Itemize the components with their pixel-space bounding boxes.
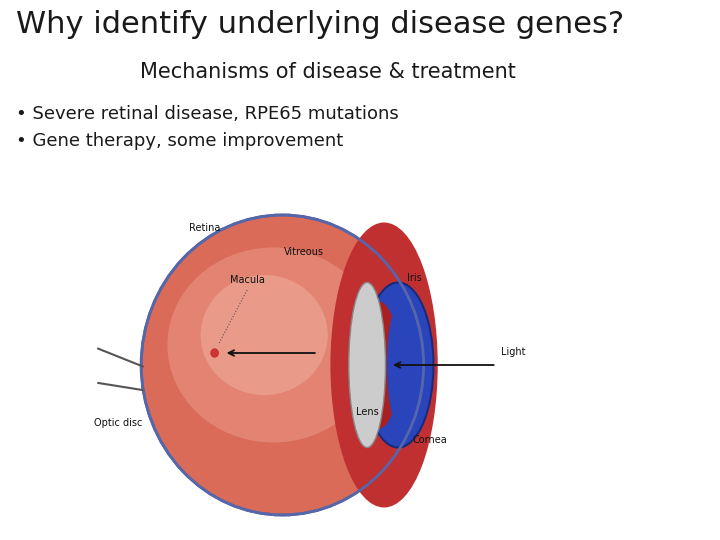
Ellipse shape <box>357 301 400 429</box>
Circle shape <box>211 349 218 357</box>
Ellipse shape <box>141 215 423 515</box>
Text: • Gene therapy, some improvement: • Gene therapy, some improvement <box>17 132 343 150</box>
Text: Vitreous: Vitreous <box>284 247 323 257</box>
Text: Lens: Lens <box>356 407 379 417</box>
Text: Why identify underlying disease genes?: Why identify underlying disease genes? <box>17 10 624 39</box>
Ellipse shape <box>363 282 433 448</box>
Ellipse shape <box>167 247 379 442</box>
Text: • Severe retinal disease, RPE65 mutations: • Severe retinal disease, RPE65 mutation… <box>17 105 399 123</box>
Text: Optic disc: Optic disc <box>94 417 143 428</box>
Ellipse shape <box>201 275 328 395</box>
Text: Iris: Iris <box>407 273 421 283</box>
Text: Mechanisms of disease & treatment: Mechanisms of disease & treatment <box>140 62 516 82</box>
Text: Retina: Retina <box>189 223 220 233</box>
Text: Cornea: Cornea <box>413 435 447 445</box>
Ellipse shape <box>387 298 418 433</box>
Ellipse shape <box>348 282 385 448</box>
Text: Light: Light <box>501 347 526 357</box>
Text: Macula: Macula <box>230 275 264 285</box>
Ellipse shape <box>330 222 438 508</box>
